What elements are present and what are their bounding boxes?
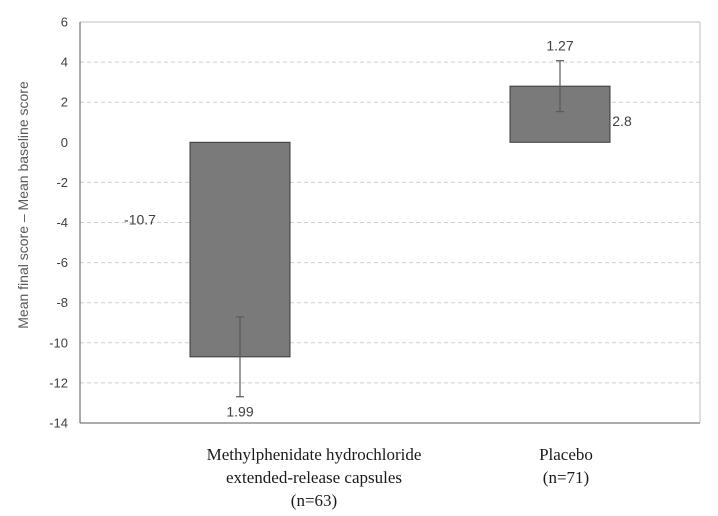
category-label: (n=63) [291,491,337,510]
y-tick-label: -6 [56,255,68,270]
y-tick-label: -14 [49,416,68,431]
y-tick-label: 4 [61,55,68,70]
category-label: extended-release capsules [226,468,402,487]
category-label: (n=71) [543,468,589,487]
category-label: Placebo [539,445,593,464]
axes [79,21,701,424]
y-tick-label: -10 [49,335,68,350]
y-axis-label: Mean final score – Mean baseline score [15,81,31,329]
y-tick-label: 6 [61,15,68,30]
gridlines [80,61,700,384]
y-tick-label: -8 [56,295,68,310]
y-tick-label: -4 [56,215,68,230]
labels: 6 4 2 0 -2 -4 -6 -8 -10 -12 -14 -10.7 1.99 Methylphen… [49,15,632,511]
error-label: 1.27 [546,38,573,54]
data-label: -10.7 [124,212,156,228]
data-label: 2.8 [612,113,632,129]
y-tick-label: -12 [49,375,68,390]
error-label: 1.99 [226,404,253,420]
y-tick-label: 0 [61,135,68,150]
bars [189,60,611,398]
y-tick-label: 2 [61,95,68,110]
category-label: Methylphenidate hydrochloride [207,445,422,464]
y-tick-label: -2 [56,175,68,190]
